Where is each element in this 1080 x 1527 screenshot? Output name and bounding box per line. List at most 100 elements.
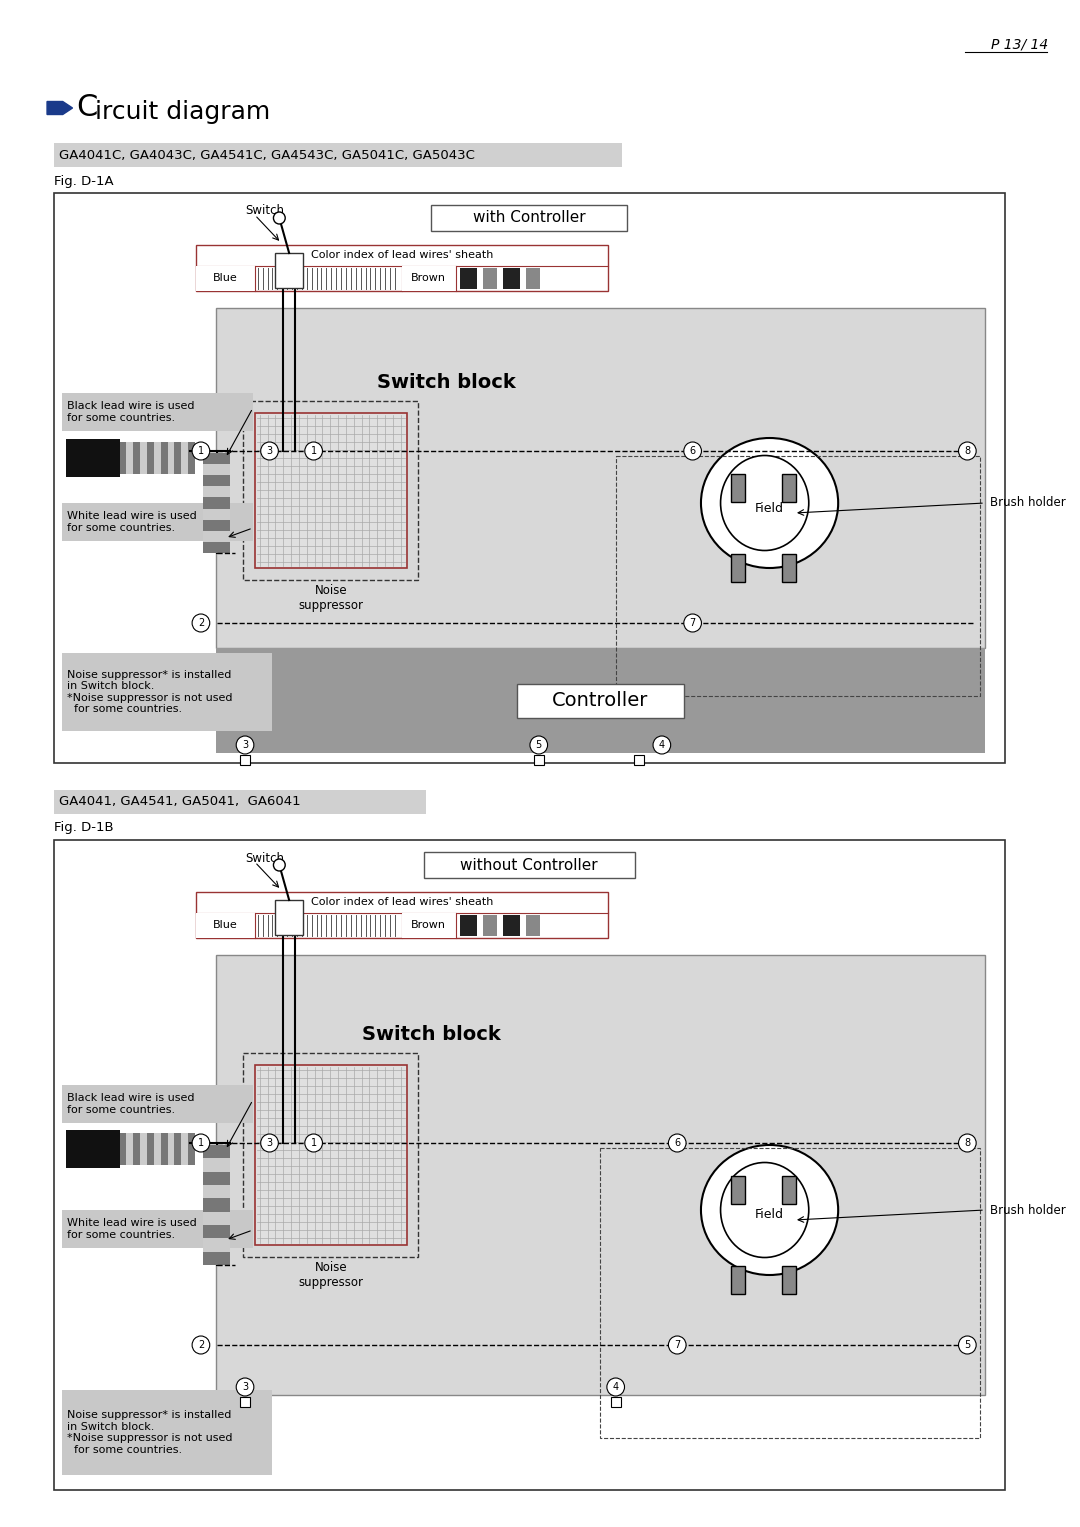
Text: P 13/ 14: P 13/ 14 (990, 38, 1048, 52)
Text: 8: 8 (964, 1138, 971, 1148)
Bar (634, 754, 644, 765)
Text: Brown: Brown (411, 273, 446, 284)
Bar (203, 1199, 230, 1211)
Text: Switch: Switch (245, 852, 284, 864)
Text: 7: 7 (689, 618, 696, 628)
Bar (62, 1390, 272, 1475)
Bar (503, 915, 521, 936)
Text: Black lead wire is used
for some countries.: Black lead wire is used for some countri… (67, 1093, 194, 1115)
Bar (203, 1145, 230, 1159)
Text: Blue: Blue (213, 921, 238, 930)
Ellipse shape (701, 1145, 838, 1275)
Bar (216, 308, 985, 647)
Bar (431, 205, 627, 231)
Text: 8: 8 (964, 446, 971, 457)
Circle shape (192, 614, 210, 632)
Bar (133, 441, 140, 473)
Text: Switch: Switch (245, 205, 284, 217)
Text: 7: 7 (674, 1341, 680, 1350)
Circle shape (192, 441, 210, 460)
Text: Brush holder: Brush holder (990, 496, 1066, 510)
Text: 6: 6 (674, 1138, 680, 1148)
Text: Noise suppressor* is installed
in Switch block.
*Noise suppressor is not used
  : Noise suppressor* is installed in Switch… (67, 1409, 232, 1455)
Bar (62, 654, 272, 731)
Bar (126, 1133, 133, 1165)
Text: 6: 6 (689, 446, 696, 457)
Text: 2: 2 (198, 618, 204, 628)
Bar (66, 1130, 120, 1168)
Bar (54, 144, 622, 166)
Bar (402, 266, 456, 292)
Circle shape (684, 441, 701, 460)
Bar (120, 441, 126, 473)
Text: with Controller: with Controller (473, 211, 585, 226)
Text: Brush holder: Brush holder (990, 1203, 1066, 1217)
Circle shape (607, 1377, 624, 1396)
Bar (203, 1159, 230, 1171)
Bar (782, 473, 796, 502)
Bar (140, 1133, 147, 1165)
Circle shape (305, 1135, 323, 1151)
Bar (782, 1176, 796, 1203)
Bar (255, 1064, 407, 1245)
Bar (731, 1176, 745, 1203)
Bar (534, 754, 543, 765)
Text: 3: 3 (242, 741, 248, 750)
Bar (600, 1148, 980, 1438)
Bar (203, 464, 230, 475)
Bar (62, 392, 253, 431)
Bar (203, 1238, 230, 1252)
Bar (203, 1185, 230, 1199)
Circle shape (959, 1135, 976, 1151)
Text: Blue: Blue (213, 273, 238, 284)
Bar (203, 475, 230, 486)
Circle shape (237, 736, 254, 754)
Text: Noise suppressor* is installed
in Switch block.
*Noise suppressor is not used
  : Noise suppressor* is installed in Switch… (67, 670, 232, 715)
Bar (203, 531, 230, 542)
Bar (147, 1133, 153, 1165)
Bar (203, 454, 230, 464)
Circle shape (237, 1377, 254, 1396)
Bar (167, 441, 175, 473)
Bar (203, 1211, 230, 1225)
Text: 1: 1 (311, 446, 316, 457)
Ellipse shape (720, 455, 809, 551)
Bar (203, 508, 230, 519)
Bar (62, 502, 253, 541)
Bar (503, 267, 521, 289)
Text: 3: 3 (267, 446, 272, 457)
Circle shape (653, 736, 671, 754)
Bar (153, 441, 161, 473)
Circle shape (260, 1135, 279, 1151)
Bar (203, 1252, 230, 1264)
Bar (243, 402, 418, 580)
Bar (255, 412, 407, 568)
Bar (203, 498, 230, 508)
Bar (54, 840, 1004, 1490)
Text: Fig. D-1A: Fig. D-1A (54, 176, 113, 188)
Bar (195, 892, 608, 938)
Text: Brown: Brown (411, 921, 446, 930)
Bar (181, 1133, 188, 1165)
Bar (526, 915, 540, 936)
Circle shape (273, 212, 285, 224)
Bar (240, 1397, 249, 1406)
Text: Color index of lead wires' sheath: Color index of lead wires' sheath (311, 898, 494, 907)
Bar (611, 1397, 621, 1406)
Text: 1: 1 (198, 446, 204, 457)
Bar (483, 915, 497, 936)
Text: 3: 3 (267, 1138, 272, 1148)
Bar (161, 1133, 167, 1165)
Ellipse shape (701, 438, 838, 568)
Bar (140, 441, 147, 473)
Bar (402, 913, 456, 938)
Text: Field: Field (755, 1208, 784, 1222)
Bar (243, 1054, 418, 1257)
Text: GA4041C, GA4043C, GA4541C, GA4543C, GA5041C, GA5043C: GA4041C, GA4043C, GA4541C, GA4543C, GA50… (58, 148, 475, 162)
Text: ircuit diagram: ircuit diagram (95, 99, 270, 124)
Bar (616, 457, 980, 696)
Text: 1: 1 (198, 1138, 204, 1148)
Bar (483, 267, 497, 289)
Bar (203, 486, 230, 498)
Circle shape (669, 1336, 686, 1354)
